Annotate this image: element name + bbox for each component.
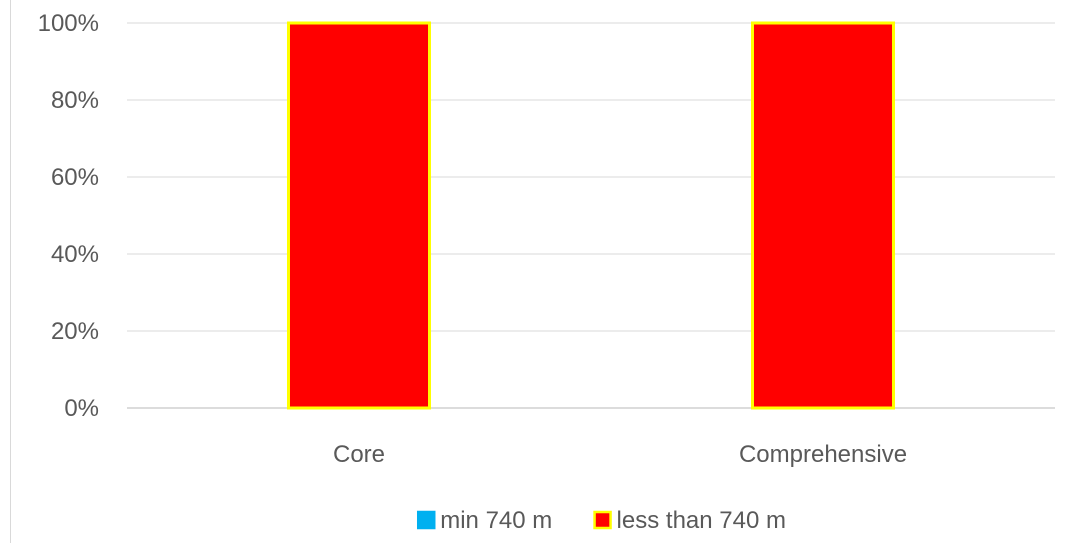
y-tick-label: 100% (38, 10, 99, 37)
y-axis-ticks: 0% 20% 40% 60% 80% 100% (38, 10, 99, 422)
bar (287, 21, 431, 410)
legend-label: min 740 m (440, 507, 552, 534)
x-tick-label: Core (333, 441, 385, 468)
y-tick-label: 0% (64, 395, 99, 422)
y-tick-label: 80% (51, 87, 99, 114)
legend: min 740 m less than 740 m (416, 507, 786, 534)
x-tick-label: Comprehensive (739, 441, 907, 468)
x-axis-ticks: Core Comprehensive (333, 441, 907, 468)
legend-swatch (416, 510, 436, 530)
bar (751, 21, 895, 410)
gridlines (127, 22, 1055, 409)
chart-frame-border (10, 0, 11, 543)
legend-swatch (593, 510, 612, 530)
y-tick-label: 60% (51, 164, 99, 191)
bars (287, 21, 895, 410)
legend-label: less than 740 m (617, 507, 786, 534)
y-tick-label: 20% (51, 318, 99, 345)
y-tick-label: 40% (51, 241, 99, 268)
